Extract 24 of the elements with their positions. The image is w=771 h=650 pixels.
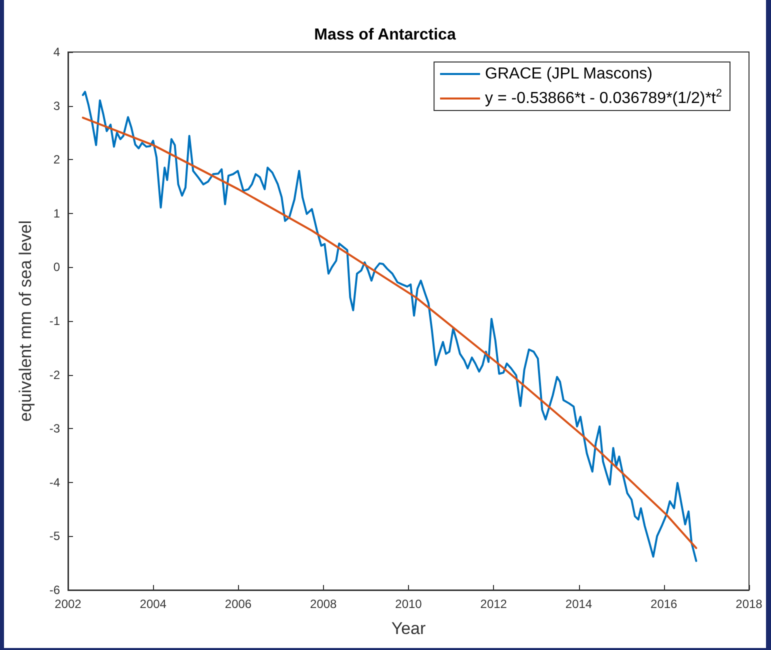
y-tick-label: -4 xyxy=(49,475,60,490)
y-tick-label: -5 xyxy=(49,529,60,544)
x-tick-label: 2016 xyxy=(650,597,678,611)
legend-label: GRACE (JPL Mascons) xyxy=(485,66,653,82)
x-tick-label: 2018 xyxy=(736,597,763,611)
y-axis-title: equivalent mm of sea level xyxy=(16,220,35,422)
y-tick-label: -2 xyxy=(49,368,60,382)
y-tick-label: -3 xyxy=(49,422,60,436)
x-tick-label: 2002 xyxy=(54,597,82,611)
x-tick-label: 2014 xyxy=(565,597,592,611)
y-tick-label: 2 xyxy=(53,152,60,167)
y-tick-label: 1 xyxy=(53,206,60,220)
y-tick-label: -1 xyxy=(49,314,60,328)
x-tick-label: 2012 xyxy=(480,597,508,611)
y-tick-label: -6 xyxy=(49,583,60,597)
y-tick-label: 0 xyxy=(53,260,60,274)
x-tick-label: 2006 xyxy=(224,597,252,611)
y-tick-label: 3 xyxy=(53,98,60,113)
chart-title: Mass of Antarctica xyxy=(314,26,456,44)
y-tick-label: 4 xyxy=(53,45,60,59)
x-tick-label: 2008 xyxy=(310,597,338,611)
x-tick-label: 2010 xyxy=(395,597,422,611)
x-tick-label: 2004 xyxy=(140,597,167,611)
x-axis-title: Year xyxy=(391,619,426,638)
